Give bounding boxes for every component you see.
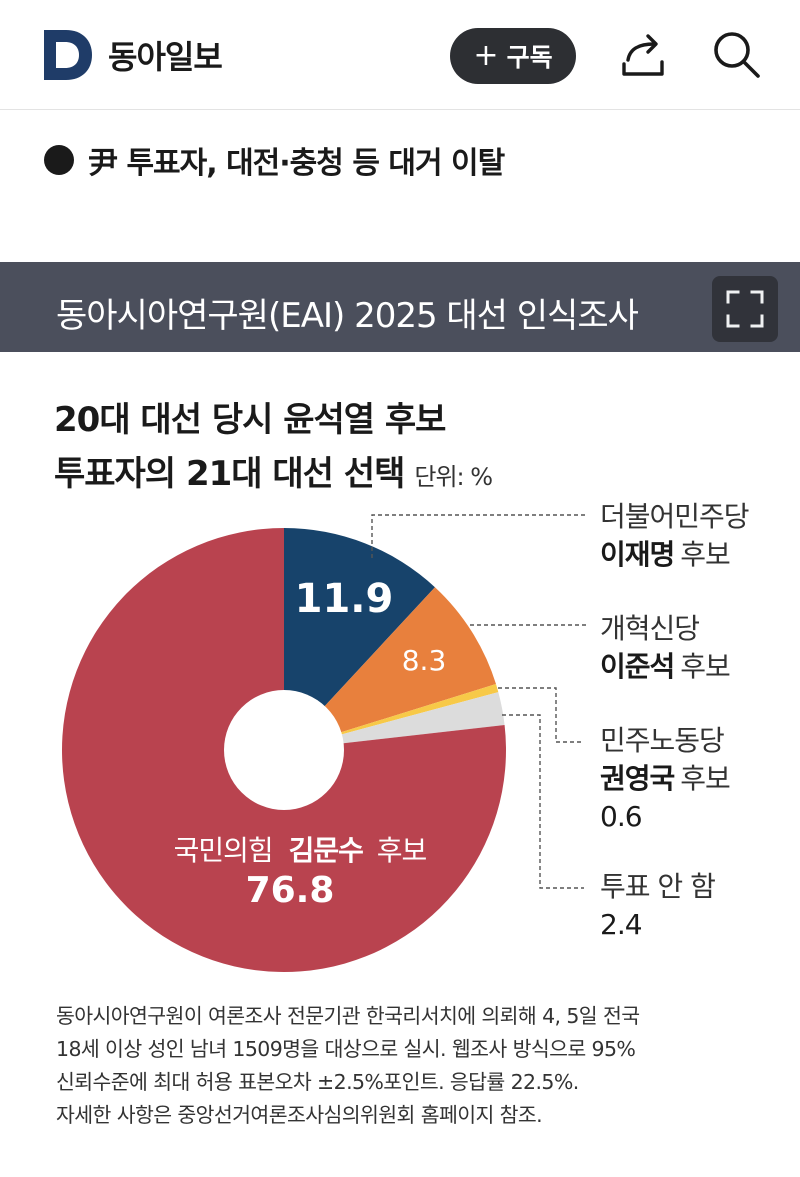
leader-line-labor [498,687,584,743]
chart-title-line1: 20대 대선 당시 윤석열 후보 [54,400,446,440]
footnote-line: 동아시아연구원이 여론조사 전문기관 한국리서치에 의뢰해 4, 5일 전국 [56,1004,640,1028]
legend-candidate: 이재명 [600,538,675,571]
legend-reform: 개혁신당 이준석 후보 [600,610,731,686]
top-bar: 동아일보 + 구독 [0,0,800,110]
slice-label-ppp: 76.8 [246,870,335,911]
slice-label-democratic: 11.9 [295,576,394,622]
legend-suffix: 후보 [680,650,731,683]
footnote-line: 18세 이상 성인 남녀 1509명을 대상으로 실시. 웹조사 방식으로 95… [56,1037,636,1061]
subscribe-button[interactable]: + 구독 [450,28,576,84]
legend-value: 2.4 [600,908,643,941]
donut-chart: 11.9 8.3 국민의힘 김문수 후보 76.8 [62,514,588,972]
site-name[interactable]: 동아일보 [108,38,223,76]
chart-title-line2: 투표자의 21대 대선 선택 단위: % [54,446,493,495]
survey-footnote: 동아시아연구원이 여론조사 전문기관 한국리서치에 의뢰해 4, 5일 전국 1… [56,1000,756,1132]
plus-icon: + [473,38,499,73]
legend-candidate: 이준석 [600,650,675,683]
leader-line-no-vote [502,714,584,889]
article-subheading: 尹 투표자, 대전·충청 등 대거 이탈 [44,138,505,182]
legend-value: 0.6 [600,800,643,833]
legend-party: 민주노동당 [600,724,725,757]
bullet-icon [44,145,74,175]
dongailbo-logo-icon[interactable] [44,30,92,80]
legend-party: 더불어민주당 [600,500,750,533]
footnote-line: 신뢰수준에 최대 허용 표본오차 ±2.5%포인트. 응답률 22.5%. [56,1070,579,1094]
legend-labor: 민주노동당 권영국 후보 0.6 [600,722,731,836]
search-icon[interactable] [710,28,762,80]
slice-label-reform: 8.3 [402,644,447,677]
legend-party: 개혁신당 [600,612,700,645]
slice-ppp [62,528,507,972]
legend-no-vote: 투표 안 함 2.4 [600,868,716,944]
expand-image-button[interactable] [712,276,778,342]
subscribe-label: 구독 [506,43,553,72]
footnote-line: 자세한 사항은 중앙선거여론조사심의위원회 홈페이지 참조. [56,1103,543,1127]
subheading-text: 尹 투표자, 대전·충청 등 대거 이탈 [88,146,505,181]
slice-label-ppp-name: 국민의힘 김문수 후보 [174,834,427,867]
share-icon[interactable] [618,30,670,82]
unit-label: 단위: % [414,463,493,491]
leader-line-democratic [371,514,588,558]
legend-suffix: 후보 [680,762,731,795]
chart-title-line2-text: 투표자의 21대 대선 선택 [54,454,405,494]
donut-hole [224,690,344,810]
slice-reform [284,587,496,750]
legend-suffix: 후보 [680,538,731,571]
infographic-banner: 동아시아연구원(EAI) 2025 대선 인식조사 [0,262,800,352]
legend-no-vote-label: 투표 안 함 [600,870,716,903]
fullscreen-icon [726,290,764,328]
legend-candidate: 권영국 [600,762,675,795]
slice-democratic [284,528,435,750]
legend-democratic: 더불어민주당 이재명 후보 [600,498,750,574]
banner-title: 동아시아연구원(EAI) 2025 대선 인식조사 [56,296,639,336]
